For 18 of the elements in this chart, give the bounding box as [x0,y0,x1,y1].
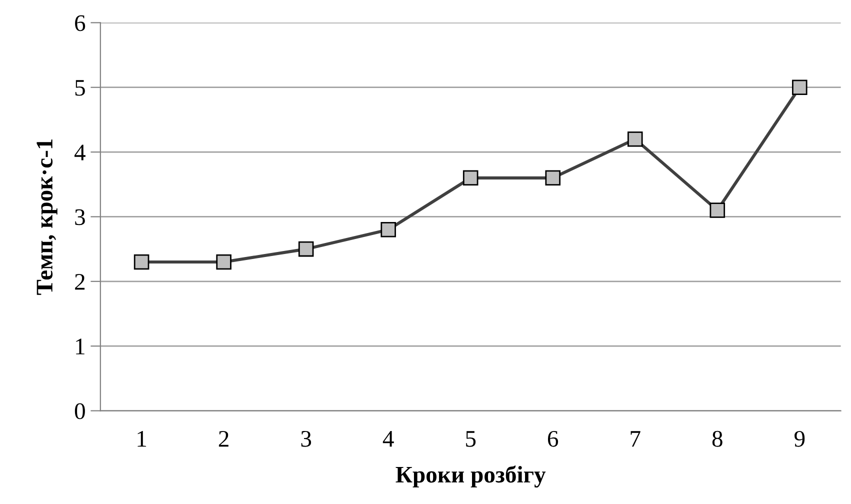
y-tick-label: 4 [74,144,86,160]
x-tick-label: 7 [630,431,640,447]
y-tick-label: 1 [76,338,84,354]
x-tick-label: 8 [712,430,722,447]
y-tick-label: 2 [75,274,85,290]
y-tick-label: 5 [75,80,85,96]
x-tick-label: 2 [218,430,228,447]
x-tick-label: 3 [301,430,312,447]
y-tick-label: 3 [75,209,85,226]
x-tick-label: 1 [138,431,146,447]
x-tick-label: 9 [794,430,805,447]
y-axis-title: Темп, крок·с-1 [36,139,58,295]
y-tick-label: 0 [74,403,85,420]
x-tick-label: 6 [548,430,558,447]
x-tick-label: 5 [466,431,476,447]
x-axis-title: Кроки розбігу [396,466,546,488]
y-tick-label: 6 [75,15,86,32]
x-tick-label: 4 [382,431,394,447]
